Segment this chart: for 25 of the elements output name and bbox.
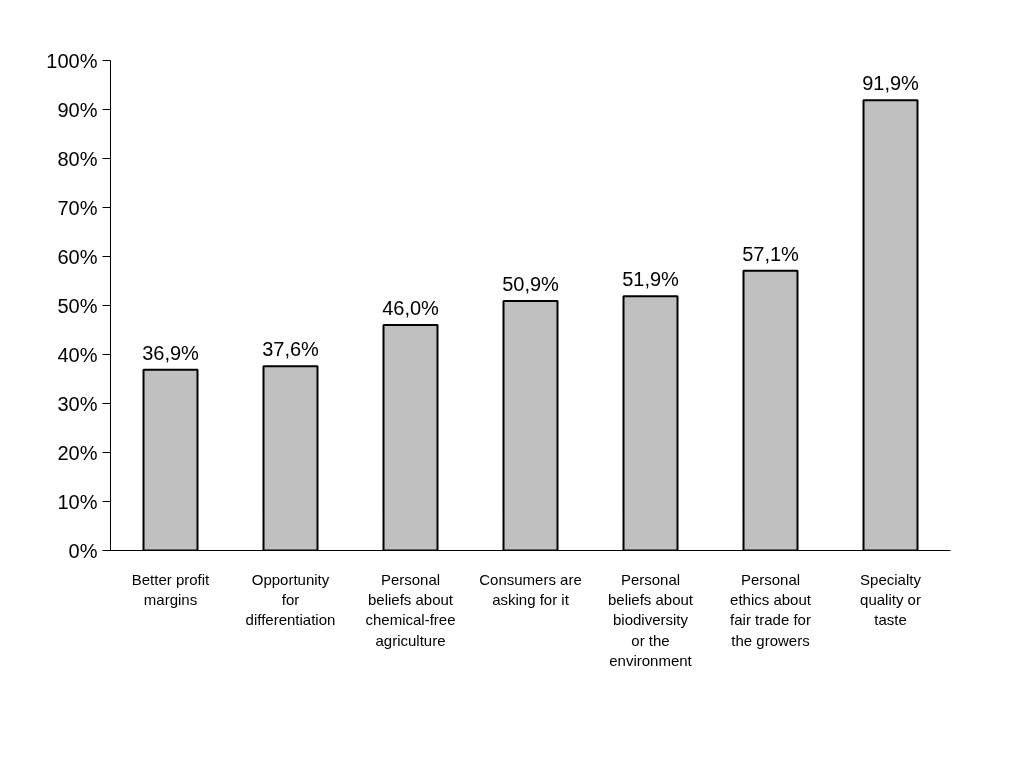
y-tick-label: 70%: [57, 196, 98, 219]
x-tick-label: Opportunity for differentiation: [245, 570, 336, 629]
data-label: 91,9%: [862, 72, 920, 95]
x-tick-label: Personal ethics about fair trade for the growers: [730, 570, 812, 649]
data-label: 51,9%: [622, 268, 680, 291]
y-tick-label: 100%: [46, 49, 98, 72]
y-tick-label: 10%: [57, 490, 98, 513]
y-tick-label: 80%: [57, 147, 98, 170]
x-tick-label: Consumers are asking for it: [479, 570, 582, 608]
data-label: 37,6%: [262, 338, 320, 361]
y-tick-label: 90%: [57, 98, 98, 121]
x-tick-label: Better profit margins: [131, 570, 211, 608]
data-label: 50,9%: [502, 273, 560, 296]
x-tick-label: Personal beliefs about biodiversity or the environment: [607, 570, 694, 670]
x-tick-label: Specialty quality or taste: [860, 570, 922, 629]
y-tick-label: 30%: [57, 392, 98, 415]
y-tick-label: 0%: [68, 539, 98, 562]
data-label: 57,1%: [742, 242, 800, 265]
y-tick-label: 50%: [57, 294, 98, 317]
data-label: 36,9%: [142, 341, 200, 364]
x-tick-label: Personal beliefs about chemical-free agriculture: [365, 570, 456, 649]
y-tick-label: 60%: [57, 245, 98, 268]
data-label: 46,0%: [382, 297, 440, 320]
y-tick-label: 20%: [57, 441, 98, 464]
y-tick-label: 40%: [57, 343, 98, 366]
